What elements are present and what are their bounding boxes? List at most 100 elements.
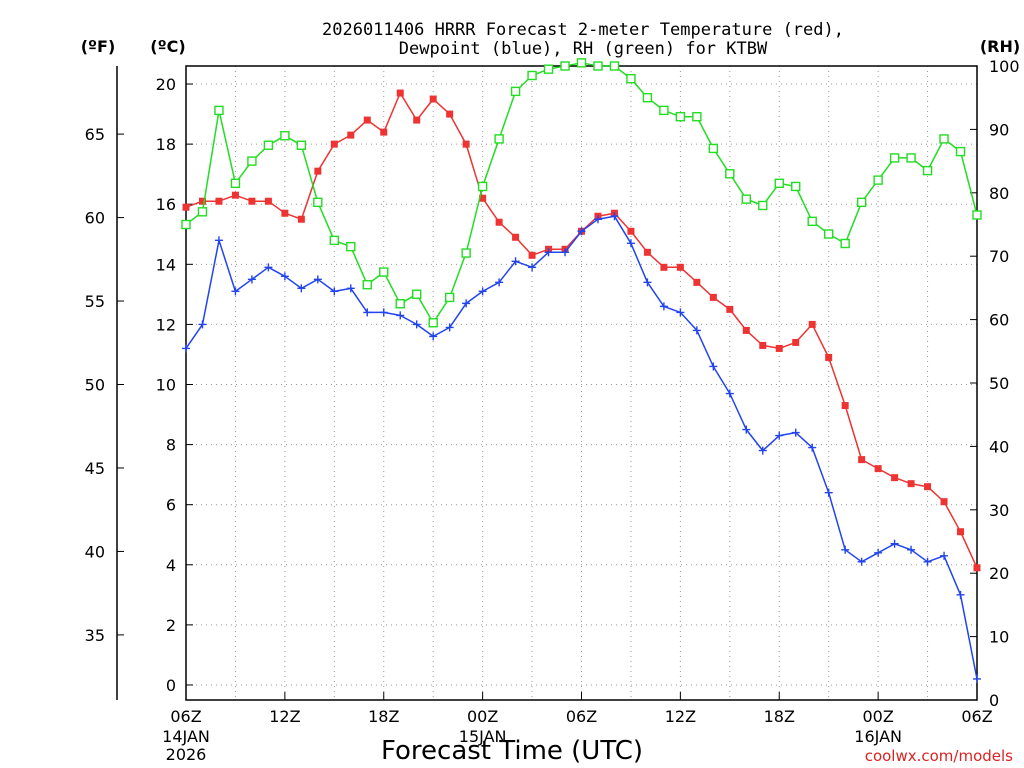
2-meter-temperature-point [198, 197, 206, 205]
dewpoint-point [742, 425, 751, 434]
tick-sublabel-x: 2026 [166, 745, 207, 764]
rh-point [197, 207, 208, 217]
rh-point [560, 61, 570, 71]
dewpoint-point [346, 284, 355, 293]
dewpoint-point [264, 263, 273, 272]
rh-point [395, 299, 405, 309]
2-meter-temperature-point [462, 140, 470, 148]
rh-point [181, 219, 191, 230]
2-meter-temperature-point [297, 215, 305, 223]
tick-label-f: 45 [85, 459, 105, 478]
2-meter-temperature-point [182, 203, 190, 211]
tick-label-x: 00Z [862, 707, 893, 726]
rh-point [362, 280, 372, 290]
2-meter-temperature-point [330, 140, 338, 148]
tick-label-rh: 100 [989, 57, 1020, 76]
2-meter-temperature-point [742, 326, 750, 334]
2-meter-temperature-point [512, 233, 520, 241]
dewpoint-point [182, 344, 190, 353]
tick-label-x: 12Z [665, 707, 696, 726]
rh-point [955, 146, 966, 157]
dewpoint-point [890, 539, 899, 548]
rh-point [527, 70, 537, 81]
dewpoint-point [231, 287, 240, 296]
data-series [181, 58, 982, 683]
dewpoint-point [478, 287, 487, 296]
dewpoint-point [643, 278, 652, 287]
tick-label-c: 0 [166, 676, 176, 695]
tick-label-x: 06Z [961, 707, 992, 726]
dewpoint-point [297, 284, 306, 293]
rh-point [972, 210, 982, 220]
rh-point [230, 178, 241, 188]
2-meter-temperature-point [709, 293, 717, 301]
dewpoint-point [396, 311, 405, 320]
tick-label-f: 55 [85, 292, 105, 311]
2-meter-temperature-point [429, 95, 437, 103]
tick-label-rh: 30 [989, 501, 1009, 520]
rh-point [477, 181, 488, 192]
rh-point [461, 248, 471, 258]
dewpoint-point [973, 674, 981, 683]
tick-sublabel-x: 14JAN [162, 727, 210, 746]
axes [116, 65, 978, 701]
dewpoint-point [330, 287, 339, 296]
dewpoint-point [676, 308, 685, 317]
tick-label-c: 18 [156, 135, 176, 154]
rh-point [906, 153, 916, 163]
rh-point [412, 289, 422, 299]
2-meter-temperature-point [363, 116, 371, 124]
chart-title-line-1: 2026011406 HRRR Forecast 2-meter Tempera… [322, 20, 844, 40]
2-meter-temperature-point [528, 251, 536, 259]
dewpoint-point [379, 308, 388, 317]
rh-point [741, 194, 751, 204]
rh-point [659, 105, 669, 116]
tick-sublabel-x: 15JAN [459, 727, 507, 746]
2-meter-temperature-point [676, 263, 684, 271]
unit-label-celsius: (ºC) [150, 37, 185, 56]
rh-point [296, 140, 307, 150]
dewpoint-point [808, 443, 817, 452]
2-meter-temperature-point [775, 344, 783, 352]
dewpoint-point [313, 275, 322, 284]
dewpoint-point [462, 299, 471, 308]
tick-label-c: 16 [156, 195, 176, 214]
dewpoint-point [824, 488, 833, 497]
2-meter-temperature-point [940, 498, 948, 506]
chart-title-line-2: Dewpoint (blue), RH (green) for KTBW [399, 39, 768, 59]
tick-label-f: 60 [85, 209, 105, 228]
2-meter-temperature-point [413, 116, 421, 124]
2-meter-temperature-point [957, 528, 965, 536]
2-meter-temperature-point [792, 338, 800, 346]
rh-point [263, 140, 274, 150]
rh-point [791, 181, 801, 192]
dewpoint-point [709, 362, 718, 371]
rh-point [494, 134, 504, 144]
dewpoint-point [495, 278, 504, 287]
2-meter-temperature-point [808, 320, 816, 328]
rh-point [692, 112, 702, 122]
2-meter-temperature-point [660, 263, 668, 271]
rh-point [593, 61, 603, 71]
tick-label-f: 35 [85, 626, 105, 645]
dewpoint-point [363, 308, 372, 317]
rh-point [543, 64, 554, 74]
2-meter-temperature-point [874, 465, 882, 473]
tick-label-rh: 20 [989, 564, 1009, 583]
dewpoint-point [593, 215, 602, 224]
rh-point [379, 267, 389, 277]
unit-label-rh: (RH) [980, 37, 1020, 56]
dewpoint-point [692, 326, 701, 335]
rh-point [247, 156, 257, 166]
2-meter-temperature-point [380, 128, 388, 136]
x-axis-label: Forecast Time (UTC) [381, 736, 643, 766]
rh-point [329, 235, 340, 246]
tick-label-x: 18Z [764, 707, 795, 726]
tick-label-c: 6 [166, 496, 176, 515]
dewpoint-point [874, 548, 883, 557]
tick-sublabel-x: 16JAN [854, 727, 902, 746]
rh-point [922, 165, 933, 176]
dewpoint-point [561, 248, 570, 257]
rh-point [939, 134, 949, 144]
tick-label-c: 8 [166, 436, 176, 455]
